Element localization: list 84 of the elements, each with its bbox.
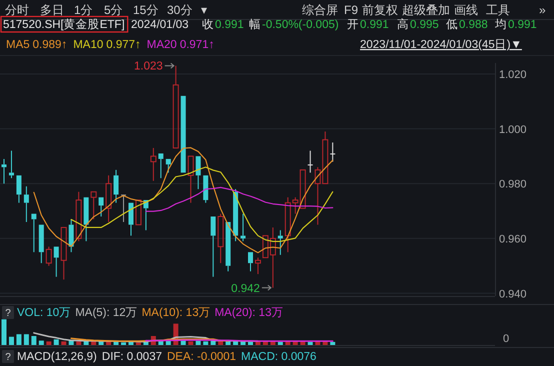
bar: [136, 342, 141, 345]
y-tick-label: 1.020: [499, 68, 527, 81]
text: 均: [494, 18, 507, 31]
bar: [46, 341, 52, 345]
line-series: [145, 186, 334, 212]
candlestick: [2, 158, 6, 184]
series-label: VOL: 10万: [17, 306, 72, 319]
text: 收: [202, 18, 214, 31]
y-tick-label: 0.960: [499, 233, 527, 246]
text: 画线: [454, 3, 478, 17]
text: MACD: 0.0076: [241, 351, 316, 363]
y-tick-label: 0.980: [499, 178, 527, 191]
candlestick: [278, 230, 283, 256]
text: DIF: 0.0037: [102, 351, 162, 363]
text: 高: [397, 17, 409, 31]
text: 多日: [40, 3, 64, 17]
candlestick: [254, 257, 261, 275]
series-label: MA(10): 13万: [142, 306, 211, 319]
text: ▾: [201, 3, 207, 17]
candlestick: [8, 150, 14, 179]
text: 0.977↑: [106, 39, 141, 51]
bar: [8, 336, 14, 345]
text: 30分: [167, 3, 192, 17]
text: 0.991: [215, 19, 244, 31]
annotation: 1.023: [134, 60, 163, 73]
bar: [24, 334, 29, 345]
text: 15分: [133, 3, 158, 17]
text: 开: [347, 18, 359, 31]
bar: [226, 341, 231, 345]
text: 1分: [74, 3, 93, 17]
bar: [54, 339, 59, 345]
text: 分时: [5, 3, 29, 17]
text: MA10: [73, 39, 104, 51]
text: 0: [503, 333, 510, 345]
bar: [76, 341, 82, 345]
bar: [330, 342, 336, 345]
y-tick-label: 1.000: [499, 124, 527, 136]
text: 低: [446, 18, 458, 31]
chart-subtitle: 2024/01/03: [131, 19, 189, 31]
bar: [188, 341, 194, 345]
text: DEA: -0.0001: [166, 351, 236, 363]
text: MA20: [146, 39, 177, 51]
bar: [91, 341, 96, 345]
bar: [218, 341, 224, 345]
text: ?: [5, 352, 12, 363]
bar: [61, 341, 66, 345]
text: »: [539, 3, 546, 17]
text: MACD(12,26,9): [17, 351, 98, 363]
text: 0.971↑: [180, 39, 214, 51]
candlestick: [46, 246, 52, 266]
annotation: 0.942: [231, 282, 260, 295]
bar: [203, 341, 208, 345]
bar: [248, 342, 254, 345]
text: 2023/11/01-2024/01/03(45日)▼: [360, 38, 522, 51]
series-label: MA(20): 13万: [214, 306, 284, 319]
candlestick: [106, 174, 112, 222]
text: 0.991: [360, 19, 389, 31]
bar: [128, 342, 134, 345]
y-tick-label: 0.940: [499, 288, 527, 300]
text: 超级叠加: [402, 3, 450, 17]
bar: [121, 342, 126, 345]
text: 综合屏: [302, 3, 338, 17]
bar: [38, 340, 44, 345]
text: 0.989↑: [32, 39, 68, 51]
text: -0.50%(-0.005): [262, 19, 339, 31]
chart-title: 517520.SH[黄金股ETF]: [3, 18, 125, 31]
text: MA5: [6, 39, 30, 51]
text: 5分: [104, 3, 123, 17]
text: 0.995: [410, 19, 439, 31]
text: 工具: [486, 3, 510, 17]
text: 0.991: [508, 19, 537, 31]
text: 0.988: [459, 19, 488, 31]
bar: [16, 334, 22, 345]
bar: [278, 342, 283, 345]
series-label: MA(5): 12万: [75, 306, 138, 319]
text: ?: [5, 308, 12, 319]
text: F9: [344, 3, 358, 17]
bar: [31, 336, 36, 345]
text: 前复权: [362, 3, 398, 17]
candlestick: [240, 213, 246, 242]
bar: [308, 342, 313, 345]
text: 幅: [249, 18, 261, 31]
candlestick: [150, 147, 156, 182]
candlestick: [24, 186, 29, 222]
